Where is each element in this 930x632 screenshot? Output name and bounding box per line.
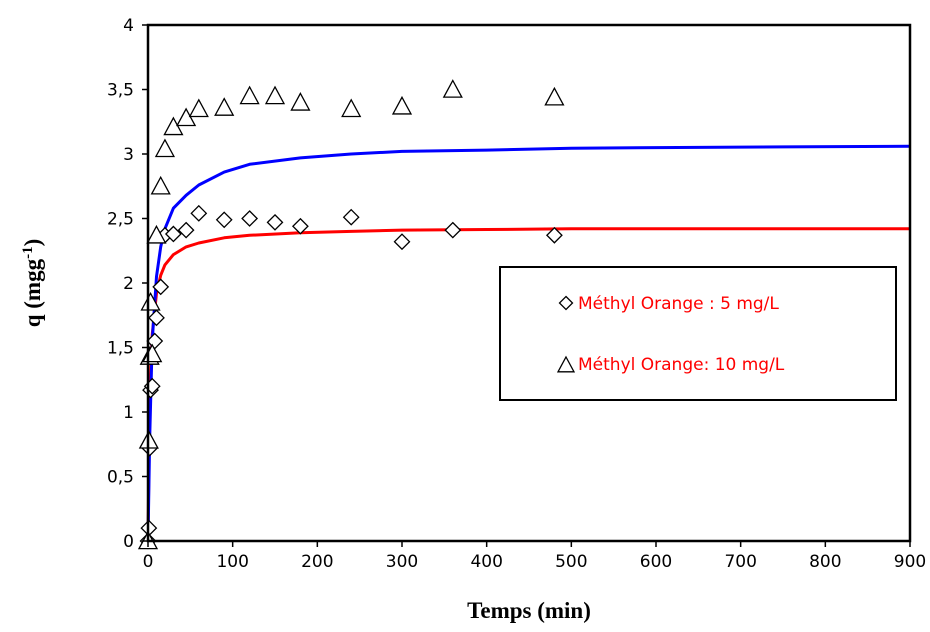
x-axis-title: Temps (min) — [467, 598, 591, 623]
x-tick-label: 0 — [143, 552, 154, 572]
diamond-point — [215, 211, 233, 229]
y-tick-label: 3 — [123, 145, 134, 165]
diamond-point — [342, 208, 360, 226]
x-axis: 0 100 200 300 400 500 600 700 800 900 — [143, 541, 926, 572]
triangle-point — [163, 116, 184, 136]
x-tick-label: 800 — [809, 552, 841, 572]
triangle-point — [150, 175, 171, 195]
x-tick-label: 200 — [301, 552, 333, 572]
legend-box — [499, 266, 897, 401]
y-axis-title: q (mgg-1) — [20, 239, 45, 328]
legend-label-10mg: Méthyl Orange: 10 mg/L — [578, 355, 785, 375]
diamond-point — [190, 204, 208, 222]
triangle-point — [214, 97, 235, 116]
triangle-point — [264, 85, 286, 105]
fit-curve-1 — [146, 144, 911, 542]
diamond-point — [152, 278, 170, 296]
diamond-point — [177, 221, 195, 239]
fit-curves — [146, 144, 911, 542]
data-points — [137, 79, 565, 550]
diamond-point — [393, 233, 411, 251]
y-tick-label: 0 — [123, 532, 134, 552]
y-tick-label: 3,5 — [107, 81, 134, 101]
diamond-point — [164, 225, 182, 243]
x-tick-label: 400 — [470, 552, 502, 572]
triangle-point — [140, 291, 161, 311]
diamond-point — [148, 309, 165, 327]
diamond-icon — [558, 295, 574, 311]
triangle-point — [341, 98, 362, 118]
y-tick-label: 4 — [123, 16, 134, 36]
diamond-point — [545, 226, 563, 244]
x-tick-label: 700 — [724, 552, 756, 572]
diamond-point — [241, 210, 259, 227]
y-axis: 0 0,5 1 1,5 2 2,5 3 3,5 4 — [107, 16, 148, 552]
legend-marker-diamond — [558, 295, 574, 311]
diamond-point — [444, 221, 462, 239]
triangle-point — [188, 98, 209, 118]
legend-marker-triangle — [556, 355, 576, 373]
y-tick-label: 2 — [123, 274, 134, 294]
triangle-point — [442, 79, 463, 98]
triangle-point — [544, 86, 565, 106]
legend-label-5mg: Méthyl Orange : 5 mg/L — [578, 294, 779, 314]
y-tick-label: 1,5 — [107, 339, 134, 359]
y-tick-label: 0,5 — [107, 468, 134, 488]
triangle-point — [154, 138, 176, 158]
x-tick-label: 900 — [894, 552, 926, 572]
triangle-point — [391, 95, 413, 115]
x-tick-label: 300 — [386, 552, 418, 572]
diamond-point — [146, 332, 164, 350]
x-tick-label: 600 — [640, 552, 672, 572]
x-tick-label: 500 — [555, 552, 587, 572]
triangle-point — [146, 224, 167, 244]
triangle-point — [290, 92, 311, 111]
triangle-icon — [556, 355, 576, 373]
diamond-point — [266, 213, 284, 231]
y-tick-label: 2,5 — [107, 210, 134, 230]
legend: Méthyl Orange : 5 mg/L Méthyl Orange: 10… — [499, 266, 897, 401]
diamond-point — [291, 217, 309, 235]
y-tick-label: 1 — [123, 403, 134, 423]
triangle-point — [239, 85, 260, 105]
triangle-point — [176, 107, 197, 127]
x-tick-label: 100 — [216, 552, 248, 572]
